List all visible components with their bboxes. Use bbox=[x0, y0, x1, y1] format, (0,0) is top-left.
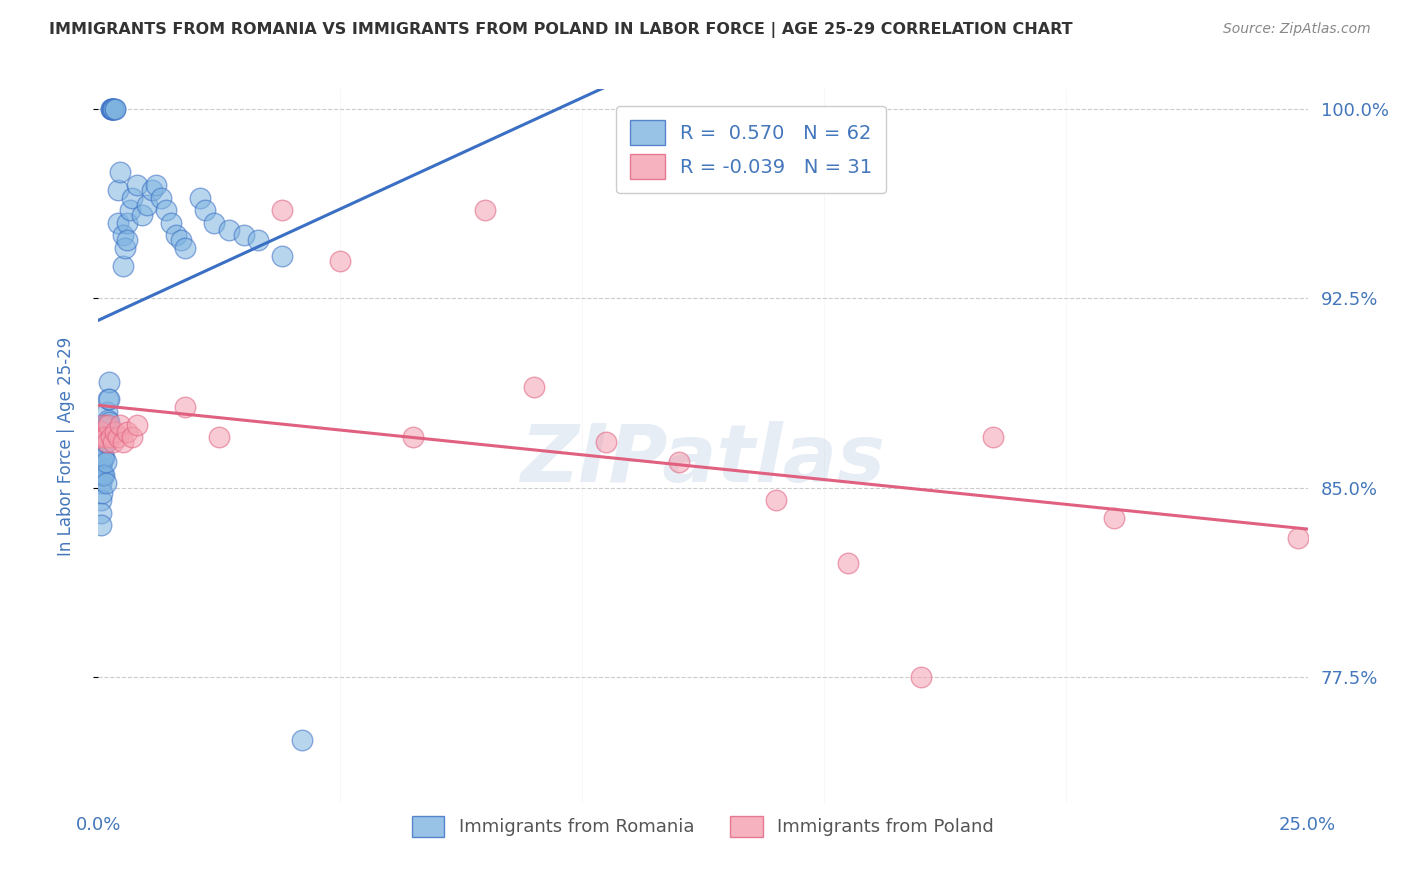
Point bbox=[117, 234, 139, 248]
Point bbox=[101, 435, 124, 450]
Point bbox=[91, 485, 114, 500]
Legend: Immigrants from Romania, Immigrants from Poland: Immigrants from Romania, Immigrants from… bbox=[405, 808, 1001, 844]
Point bbox=[910, 670, 932, 684]
Point bbox=[111, 228, 134, 243]
Point bbox=[174, 400, 197, 414]
Point bbox=[981, 430, 1004, 444]
Point bbox=[97, 392, 120, 407]
Point bbox=[107, 183, 129, 197]
Point bbox=[135, 198, 157, 212]
Point bbox=[101, 103, 124, 117]
Point bbox=[174, 241, 197, 255]
Point bbox=[169, 234, 191, 248]
Point bbox=[271, 249, 294, 263]
Point bbox=[101, 103, 124, 117]
Point bbox=[127, 417, 149, 432]
Point bbox=[188, 191, 211, 205]
Point bbox=[90, 460, 112, 475]
Point bbox=[104, 103, 127, 117]
Point bbox=[94, 417, 117, 432]
Point bbox=[107, 430, 129, 444]
Text: ZIPatlas: ZIPatlas bbox=[520, 421, 886, 500]
Point bbox=[101, 103, 124, 117]
Point bbox=[765, 493, 787, 508]
Point bbox=[96, 435, 118, 450]
Point bbox=[131, 208, 153, 222]
Point bbox=[141, 183, 163, 197]
Point bbox=[595, 435, 617, 450]
Point bbox=[108, 417, 131, 432]
Point bbox=[93, 430, 115, 444]
Point bbox=[98, 375, 121, 389]
Point bbox=[402, 430, 425, 444]
Point bbox=[145, 178, 167, 192]
Point bbox=[94, 455, 117, 469]
Point bbox=[94, 430, 117, 444]
Point bbox=[194, 203, 217, 218]
Point bbox=[117, 216, 139, 230]
Point bbox=[91, 455, 114, 469]
Point bbox=[160, 216, 183, 230]
Point bbox=[111, 435, 134, 450]
Point bbox=[107, 216, 129, 230]
Point bbox=[121, 430, 143, 444]
Point bbox=[108, 165, 131, 179]
Point bbox=[208, 430, 231, 444]
Point bbox=[93, 468, 115, 483]
Point bbox=[91, 468, 114, 483]
Point bbox=[117, 425, 139, 439]
Point bbox=[100, 430, 122, 444]
Point bbox=[329, 253, 352, 268]
Point bbox=[94, 475, 117, 490]
Point bbox=[247, 234, 270, 248]
Point bbox=[90, 506, 112, 520]
Point bbox=[114, 241, 136, 255]
Point bbox=[90, 493, 112, 508]
Point bbox=[271, 203, 294, 218]
Point bbox=[204, 216, 226, 230]
Point bbox=[1102, 511, 1125, 525]
Point bbox=[90, 518, 112, 533]
Y-axis label: In Labor Force | Age 25-29: In Labor Force | Age 25-29 bbox=[56, 336, 75, 556]
Point bbox=[165, 228, 187, 243]
Point bbox=[90, 475, 112, 490]
Point bbox=[91, 417, 114, 432]
Point bbox=[523, 380, 546, 394]
Point bbox=[668, 455, 690, 469]
Text: IMMIGRANTS FROM ROMANIA VS IMMIGRANTS FROM POLAND IN LABOR FORCE | AGE 25-29 COR: IMMIGRANTS FROM ROMANIA VS IMMIGRANTS FR… bbox=[49, 22, 1073, 38]
Point bbox=[93, 435, 115, 450]
Point bbox=[97, 412, 120, 426]
Point bbox=[101, 103, 124, 117]
Point bbox=[100, 103, 122, 117]
Point bbox=[837, 556, 859, 570]
Point bbox=[97, 417, 120, 432]
Point bbox=[91, 450, 114, 465]
Point bbox=[90, 425, 112, 439]
Text: Source: ZipAtlas.com: Source: ZipAtlas.com bbox=[1223, 22, 1371, 37]
Point bbox=[98, 392, 121, 407]
Point bbox=[218, 223, 240, 237]
Point bbox=[290, 732, 312, 747]
Point bbox=[127, 178, 149, 192]
Point bbox=[100, 103, 122, 117]
Point bbox=[93, 450, 115, 465]
Point bbox=[1286, 531, 1309, 545]
Point bbox=[96, 405, 118, 419]
Point bbox=[155, 203, 177, 218]
Point bbox=[94, 435, 117, 450]
Point bbox=[232, 228, 254, 243]
Point bbox=[96, 425, 118, 439]
Point bbox=[104, 425, 127, 439]
Point bbox=[474, 203, 496, 218]
Point bbox=[98, 415, 121, 429]
Point bbox=[91, 430, 114, 444]
Point bbox=[118, 203, 141, 218]
Point bbox=[111, 259, 134, 273]
Point bbox=[101, 103, 124, 117]
Point bbox=[91, 468, 114, 483]
Point bbox=[104, 103, 127, 117]
Point bbox=[150, 191, 173, 205]
Point bbox=[121, 191, 143, 205]
